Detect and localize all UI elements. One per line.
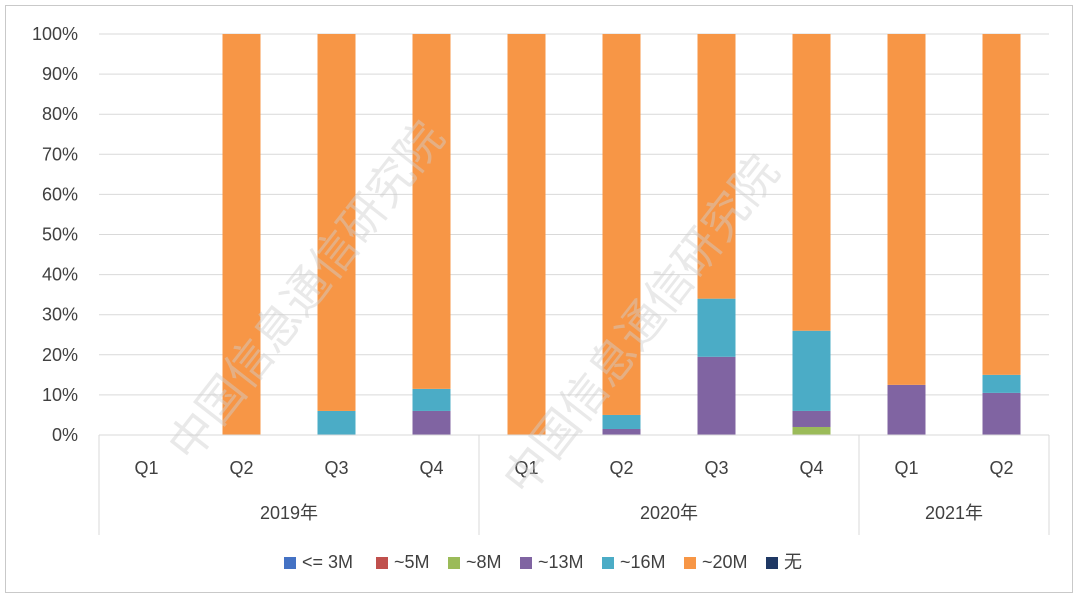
legend-swatch [284, 557, 296, 569]
bar-segment [792, 34, 831, 331]
y-tick-label: 90% [42, 64, 78, 84]
bar-segment [317, 410, 356, 435]
x-category-label: Q4 [799, 458, 823, 478]
y-tick-label: 80% [42, 104, 78, 124]
legend-swatch [684, 557, 696, 569]
y-tick-label: 100% [32, 24, 78, 44]
bar-segment [697, 298, 736, 357]
legend-label: <= 3M [302, 552, 353, 572]
x-category-label: Q3 [704, 458, 728, 478]
bar-segment [697, 34, 736, 299]
bar-segment [982, 34, 1021, 375]
bar-segment [982, 374, 1021, 393]
legend-swatch [448, 557, 460, 569]
legend-label: 无 [784, 552, 802, 572]
y-tick-label: 50% [42, 225, 78, 245]
stacked-bar-chart: 0% 10% 20% 30% 40% 50% 60% 70% 80% 90% 100% Q1 Q2 Q3… [32, 24, 1050, 572]
x-group-label: 2021年 [925, 503, 983, 523]
legend-swatch [520, 557, 532, 569]
y-tick-label: 20% [42, 345, 78, 365]
y-tick-label: 0% [52, 425, 78, 445]
bar-segment [982, 392, 1021, 435]
y-tick-label: 10% [42, 385, 78, 405]
bar-segment [602, 414, 641, 429]
y-tick-label: 40% [42, 265, 78, 285]
bar-segment [887, 34, 926, 385]
bar-segment [317, 34, 356, 411]
x-category-label: Q2 [609, 458, 633, 478]
bar-segment [222, 34, 261, 435]
x-axis: Q1 Q2 Q3 Q4 Q1 Q2 Q3 Q4 Q1 Q2 2019年 2020年 2021年 [98, 434, 1050, 535]
y-axis-ticks: 0% 10% 20% 30% 40% 50% 60% 70% 80% 90% 100% [32, 24, 78, 445]
bar-segment [602, 428, 641, 435]
legend-swatch [376, 557, 388, 569]
legend-swatch [766, 557, 778, 569]
chart-frame: 0% 10% 20% 30% 40% 50% 60% 70% 80% 90% 100% Q1 Q2 Q3… [5, 5, 1073, 593]
legend-label: ~13M [538, 552, 584, 572]
bar-segment [792, 426, 831, 435]
x-category-label: Q3 [324, 458, 348, 478]
y-tick-label: 60% [42, 184, 78, 204]
x-category-label: Q1 [894, 458, 918, 478]
bar-segment [412, 388, 451, 411]
x-category-label: Q2 [989, 458, 1013, 478]
bar-segment [697, 356, 736, 435]
y-tick-label: 30% [42, 305, 78, 325]
bar-segment [412, 410, 451, 435]
x-group-label: 2019年 [260, 503, 318, 523]
legend-label: ~16M [620, 552, 666, 572]
legend-swatch [602, 557, 614, 569]
x-category-label: Q2 [229, 458, 253, 478]
bar-segment [887, 384, 926, 435]
bar-segment [792, 330, 831, 411]
bar-segment [602, 34, 641, 415]
legend-label: ~5M [394, 552, 430, 572]
bar-segment [792, 410, 831, 427]
x-category-label: Q4 [419, 458, 443, 478]
y-tick-label: 70% [42, 144, 78, 164]
x-category-label: Q1 [134, 458, 158, 478]
x-category-label: Q1 [514, 458, 538, 478]
bars [222, 34, 1021, 435]
legend-label: ~20M [702, 552, 748, 572]
watermark-text-1: 中国信息通信研究院 [158, 112, 454, 470]
bar-segment [412, 34, 451, 389]
bar-segment [507, 34, 546, 435]
legend: <= 3M ~5M ~8M ~13M ~16M ~20M 无 [284, 552, 802, 572]
x-group-label: 2020年 [640, 503, 698, 523]
legend-label: ~8M [466, 552, 502, 572]
